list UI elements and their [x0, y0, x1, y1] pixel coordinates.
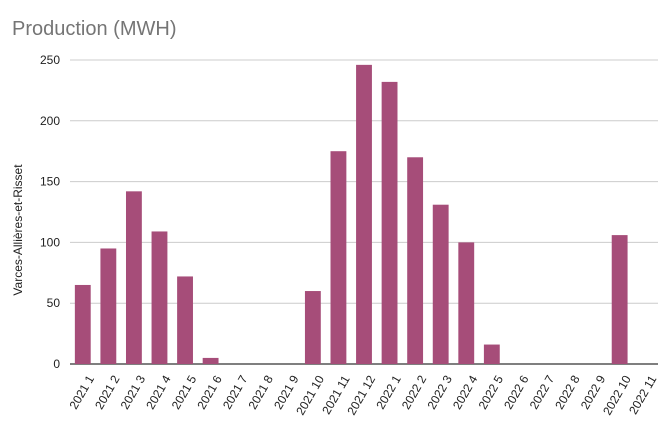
y-tick-label: 0 — [53, 357, 60, 371]
bars — [74, 64, 628, 364]
bar — [407, 157, 424, 364]
bar — [304, 291, 321, 364]
bar — [432, 204, 449, 364]
bar — [151, 231, 168, 364]
bar — [177, 276, 193, 364]
y-tick-label: 100 — [40, 235, 60, 249]
y-tick-label: 200 — [40, 114, 60, 128]
y-tick-label: 250 — [40, 53, 60, 67]
y-tick-label: 50 — [47, 296, 61, 310]
chart-title: Production (MWH) — [12, 18, 177, 40]
bar — [381, 81, 398, 364]
y-tick-labels: 0 50 100 150 200 250 — [40, 53, 60, 371]
bar — [330, 151, 347, 364]
bar — [100, 248, 117, 364]
bar — [125, 191, 142, 364]
bar — [458, 242, 475, 364]
bar — [356, 64, 372, 364]
bar — [202, 357, 219, 364]
y-tick-label: 150 — [40, 175, 60, 189]
bar — [483, 344, 500, 364]
bar — [611, 235, 628, 364]
bar — [74, 284, 91, 364]
